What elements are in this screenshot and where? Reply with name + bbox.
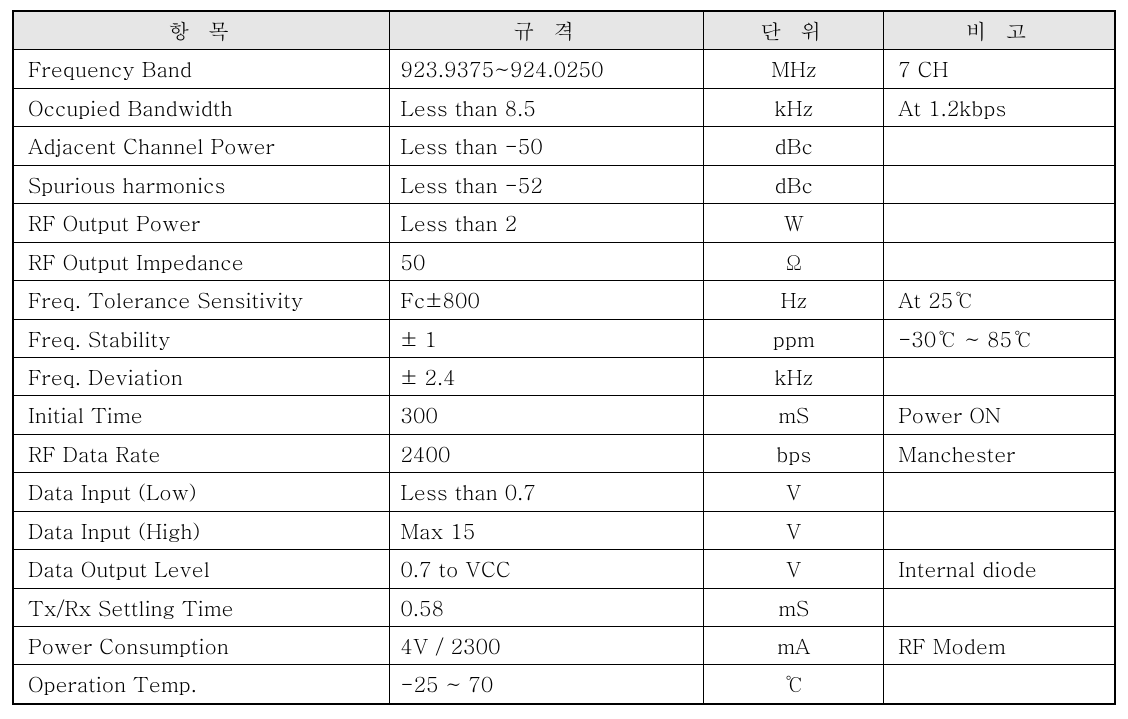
- cell-item: Data Output Level: [13, 550, 390, 588]
- table-head: 항 목 규 격 단 위 비 고: [13, 11, 1115, 50]
- cell-unit: ppm: [704, 319, 884, 357]
- table-row: Spurious harmonicsLess than -52dBc: [13, 165, 1115, 203]
- cell-spec: Max 15: [390, 511, 704, 549]
- table-row: Freq. Stability± 1ppm-30℃ ~ 85℃: [13, 319, 1115, 357]
- col-header-item: 항 목: [13, 11, 390, 50]
- cell-note: -30℃ ~ 85℃: [884, 319, 1115, 357]
- col-header-unit: 단 위: [704, 11, 884, 50]
- col-header-spec: 규 격: [390, 11, 704, 50]
- table-row: Occupied BandwidthLess than 8.5kHzAt 1.2…: [13, 88, 1115, 126]
- cell-note: [884, 473, 1115, 511]
- spec-table: 항 목 규 격 단 위 비 고 Frequency Band923.9375~9…: [12, 10, 1116, 705]
- table-row: Data Output Level0.7 to VCCVInternal dio…: [13, 550, 1115, 588]
- cell-item: Data Input (Low): [13, 473, 390, 511]
- cell-spec: 50: [390, 242, 704, 280]
- table-row: RF Output PowerLess than 2W: [13, 204, 1115, 242]
- cell-item: RF Output Impedance: [13, 242, 390, 280]
- cell-unit: kHz: [704, 357, 884, 395]
- cell-item: Freq. Deviation: [13, 357, 390, 395]
- cell-item: Operation Temp.: [13, 665, 390, 704]
- cell-note: Internal diode: [884, 550, 1115, 588]
- cell-spec: Less than -52: [390, 165, 704, 203]
- cell-spec: 0.58: [390, 588, 704, 626]
- cell-unit: Hz: [704, 281, 884, 319]
- cell-note: Power ON: [884, 396, 1115, 434]
- table-row: Freq. Tolerance SensitivityFc±800HzAt 25…: [13, 281, 1115, 319]
- cell-unit: V: [704, 550, 884, 588]
- cell-spec: 2400: [390, 434, 704, 472]
- table-row: Power Consumption4V / 2300mARF Modem: [13, 627, 1115, 665]
- table-row: RF Output Impedance50Ω: [13, 242, 1115, 280]
- cell-note: [884, 511, 1115, 549]
- cell-spec: ± 1: [390, 319, 704, 357]
- table-row: RF Data Rate2400bpsManchester: [13, 434, 1115, 472]
- cell-unit: dBc: [704, 165, 884, 203]
- table-row: Freq. Deviation± 2.4kHz: [13, 357, 1115, 395]
- cell-spec: Fc±800: [390, 281, 704, 319]
- cell-unit: dBc: [704, 127, 884, 165]
- cell-item: Occupied Bandwidth: [13, 88, 390, 126]
- cell-spec: Less than 0.7: [390, 473, 704, 511]
- cell-item: Freq. Tolerance Sensitivity: [13, 281, 390, 319]
- cell-note: [884, 242, 1115, 280]
- cell-unit: kHz: [704, 88, 884, 126]
- cell-item: Power Consumption: [13, 627, 390, 665]
- table-row: Operation Temp.-25 ~ 70℃: [13, 665, 1115, 704]
- cell-spec: -25 ~ 70: [390, 665, 704, 704]
- cell-unit: mA: [704, 627, 884, 665]
- cell-note: Manchester: [884, 434, 1115, 472]
- table-row: Frequency Band923.9375~924.0250MHz7 CH: [13, 50, 1115, 88]
- cell-item: Freq. Stability: [13, 319, 390, 357]
- table-row: Adjacent Channel PowerLess than -50dBc: [13, 127, 1115, 165]
- cell-unit: bps: [704, 434, 884, 472]
- cell-note: [884, 165, 1115, 203]
- cell-note: RF Modem: [884, 627, 1115, 665]
- cell-note: [884, 665, 1115, 704]
- cell-note: At 1.2kbps: [884, 88, 1115, 126]
- cell-item: Frequency Band: [13, 50, 390, 88]
- cell-spec: Less than -50: [390, 127, 704, 165]
- col-header-note: 비 고: [884, 11, 1115, 50]
- cell-unit: ℃: [704, 665, 884, 704]
- table-header-row: 항 목 규 격 단 위 비 고: [13, 11, 1115, 50]
- cell-note: [884, 127, 1115, 165]
- cell-unit: mS: [704, 588, 884, 626]
- cell-note: [884, 357, 1115, 395]
- cell-item: Spurious harmonics: [13, 165, 390, 203]
- cell-note: [884, 588, 1115, 626]
- cell-item: Tx/Rx Settling Time: [13, 588, 390, 626]
- table-row: Initial Time300mSPower ON: [13, 396, 1115, 434]
- cell-spec: 4V / 2300: [390, 627, 704, 665]
- table-row: Data Input (High)Max 15V: [13, 511, 1115, 549]
- cell-item: Adjacent Channel Power: [13, 127, 390, 165]
- cell-unit: MHz: [704, 50, 884, 88]
- cell-item: Initial Time: [13, 396, 390, 434]
- cell-unit: V: [704, 511, 884, 549]
- cell-spec: Less than 2: [390, 204, 704, 242]
- table-row: Tx/Rx Settling Time0.58mS: [13, 588, 1115, 626]
- cell-note: At 25℃: [884, 281, 1115, 319]
- table-body: Frequency Band923.9375~924.0250MHz7 CHOc…: [13, 50, 1115, 704]
- cell-spec: 0.7 to VCC: [390, 550, 704, 588]
- cell-spec: 300: [390, 396, 704, 434]
- cell-item: RF Data Rate: [13, 434, 390, 472]
- cell-spec: Less than 8.5: [390, 88, 704, 126]
- page-root: 항 목 규 격 단 위 비 고 Frequency Band923.9375~9…: [0, 0, 1128, 719]
- cell-note: 7 CH: [884, 50, 1115, 88]
- cell-unit: mS: [704, 396, 884, 434]
- cell-spec: 923.9375~924.0250: [390, 50, 704, 88]
- table-row: Data Input (Low)Less than 0.7V: [13, 473, 1115, 511]
- cell-note: [884, 204, 1115, 242]
- cell-unit: W: [704, 204, 884, 242]
- cell-unit: V: [704, 473, 884, 511]
- cell-item: Data Input (High): [13, 511, 390, 549]
- cell-item: RF Output Power: [13, 204, 390, 242]
- cell-spec: ± 2.4: [390, 357, 704, 395]
- cell-unit: Ω: [704, 242, 884, 280]
